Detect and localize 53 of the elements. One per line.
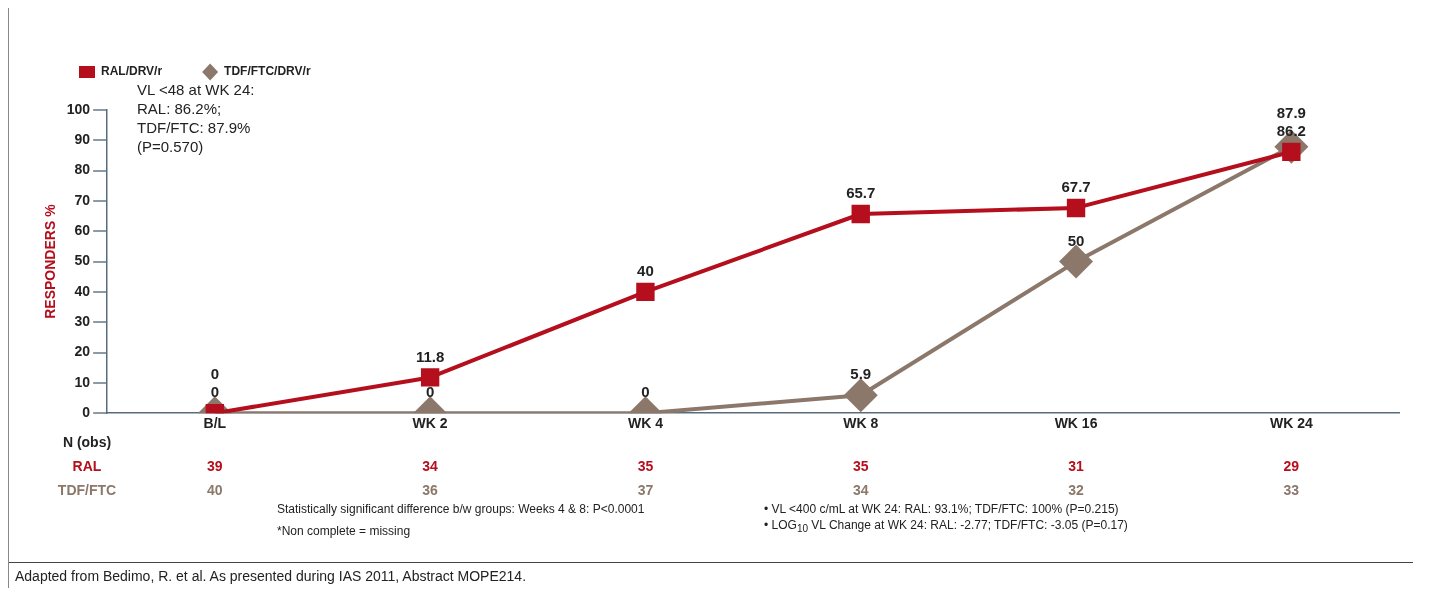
text: 34: [852, 482, 869, 499]
x-tick-label: WK 4: [627, 415, 664, 432]
y-tick-label: 80: [74, 161, 91, 178]
y-tick-label: 50: [74, 252, 91, 269]
text: 33: [1283, 482, 1300, 499]
legend-label: TDF/FTC/DRV/r: [224, 64, 311, 79]
data-label: 65.7: [846, 184, 876, 202]
data-label: 0: [641, 383, 650, 401]
y-tick-label: 30: [74, 313, 91, 330]
x-tick-label: WK 24: [1269, 415, 1313, 432]
text: 35: [637, 458, 654, 475]
text: 40: [207, 482, 223, 499]
y-tick-label: 100: [66, 100, 91, 117]
data-label: 0: [210, 383, 219, 401]
text: RAL: [72, 458, 102, 475]
x-tick-label: WK 2: [412, 415, 448, 432]
x-tick-label: WK 16: [1054, 415, 1098, 432]
text: Adapted from Bedimo, R. et al. As presented during IAS 2011, Abstract MOPE214.: [15, 568, 527, 584]
data-label: 0: [210, 365, 219, 383]
text: N (obs): [62, 434, 112, 451]
text: 32: [1068, 482, 1085, 499]
annotation: VL <48 at WK 24: RAL: 86.2%; TDF/FTC: 87.9% (P=0.570): [137, 80, 255, 156]
text: • VL <400 c/mL at WK 24: RAL: 93.1%; TDF/FTC: 100% (P=0.215): [764, 502, 1119, 516]
text: 29: [1283, 458, 1300, 475]
y-tick-label: 10: [74, 373, 91, 390]
text: 36: [422, 482, 439, 499]
legend-label: RAL/DRV/r: [101, 64, 163, 79]
y-tick-label: 60: [74, 222, 91, 239]
y-tick-label: 90: [74, 131, 91, 148]
y-tick-label: 20: [74, 343, 91, 360]
y-tick-label: 70: [74, 191, 91, 208]
data-label: 0: [425, 383, 435, 401]
data-label: 11.8: [415, 347, 445, 365]
text: 35: [852, 458, 869, 475]
data-label: 86.2: [1276, 121, 1306, 139]
y-tick-label: 0: [82, 404, 91, 421]
data-label: 50: [1067, 231, 1085, 249]
data-label: 40: [637, 262, 654, 280]
text: • LOG$_{10}$ VL Change at WK 24: RAL: -2.77; TDF/FTC: -3.05 (P=0.17): [764, 518, 1128, 535]
text: TDF/FTC: [57, 482, 117, 499]
text: 31: [1068, 458, 1085, 475]
data-label: 87.9: [1276, 103, 1306, 121]
text: 39: [207, 458, 223, 475]
text: Statistically significant difference b/w groups: Weeks 4 & 8: P<0.0001: [277, 502, 645, 516]
text: 34: [422, 458, 439, 475]
x-tick-label: B/L: [203, 415, 227, 432]
y-tick-label: 40: [74, 282, 91, 299]
data-label: 5.9: [850, 365, 872, 383]
text: *Non complete = missing: [277, 524, 411, 538]
x-tick-label: WK 8: [843, 415, 879, 432]
y-axis-title: RESPONDERS %: [42, 203, 59, 319]
text: 37: [637, 482, 654, 499]
data-label: 67.7: [1061, 178, 1091, 196]
